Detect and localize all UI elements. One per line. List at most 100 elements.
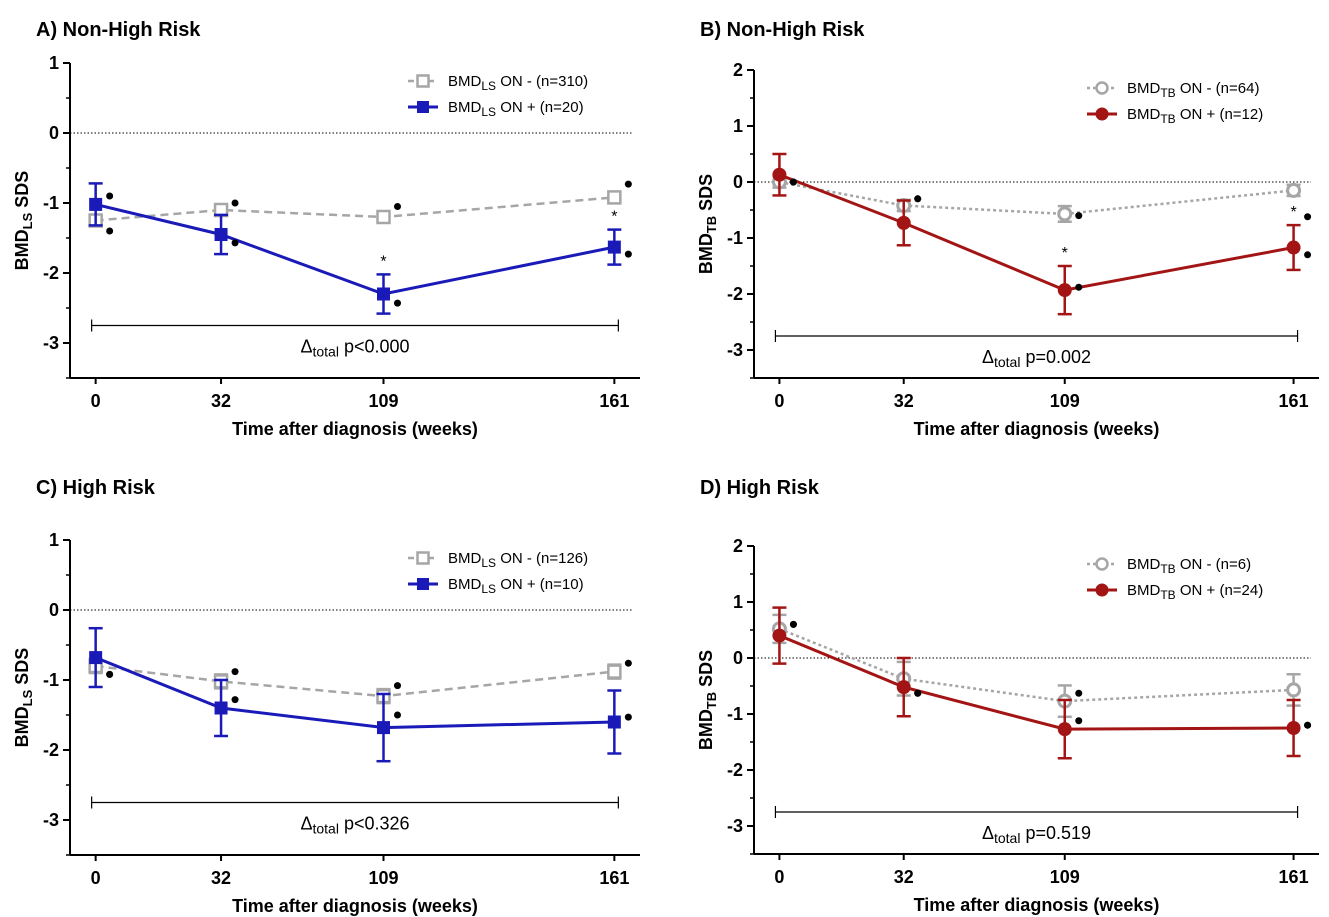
chart-panel-a: A) Non-High Risk 1 0 -1 -2 -3 0 32 109 161 Time af… <box>0 0 664 458</box>
marker-dot <box>106 192 114 200</box>
data-point <box>607 664 622 679</box>
legend-label: BMDTB ON - (n=64) <box>1127 80 1259 100</box>
y-tick-label: -1 <box>43 670 59 690</box>
data-point <box>1057 283 1072 298</box>
y-axis-label: BMDLS SDS <box>12 171 35 271</box>
chart-panel-d: D) High Risk 2 1 0 -1 -2 -3 0 32 109 161 Time after… <box>664 458 1329 917</box>
chart-svg: B) Non-High Risk 2 1 0 -1 -2 -3 0 32 109 161 Time a… <box>696 19 1319 439</box>
data-point <box>772 628 787 643</box>
y-tick-label: -3 <box>727 816 743 836</box>
x-tick-label: 109 <box>368 868 398 888</box>
series-line <box>778 634 1294 731</box>
marker-dot <box>1075 689 1083 697</box>
series-line <box>95 202 615 296</box>
chart-svg: D) High Risk 2 1 0 -1 -2 -3 0 32 109 161 Time after… <box>696 477 1319 915</box>
y-tick-label: -1 <box>43 193 59 213</box>
y-tick-label: -3 <box>43 810 59 830</box>
data-point <box>1057 722 1072 737</box>
x-tick-label: 161 <box>1279 391 1309 411</box>
significance-marker: * <box>611 209 617 226</box>
y-tick-label: -2 <box>727 760 743 780</box>
data-point <box>377 287 390 301</box>
x-tick-label: 32 <box>211 391 231 411</box>
marker-dot <box>789 178 797 186</box>
x-tick-label: 0 <box>774 391 784 411</box>
legend-marker <box>417 101 429 113</box>
legend-marker <box>1095 557 1109 571</box>
legend-label: BMDTB ON + (n=24) <box>1127 582 1263 602</box>
data-point <box>896 215 911 230</box>
marker-dot <box>231 668 239 676</box>
x-tick-label: 32 <box>894 391 914 411</box>
chart-panel-b: B) Non-High Risk 2 1 0 -1 -2 -3 0 32 109 161 Time a… <box>664 0 1329 458</box>
series-line <box>95 196 615 222</box>
marker-dot <box>1075 717 1083 725</box>
x-axis-label: Time after diagnosis (weeks) <box>914 419 1160 439</box>
x-tick-label: 161 <box>599 391 629 411</box>
y-tick-label: -2 <box>727 284 743 304</box>
y-tick-label: -2 <box>43 740 59 760</box>
legend-marker <box>1095 107 1109 121</box>
y-axis-label: BMDTB SDS <box>696 174 719 274</box>
marker-dot <box>624 659 632 667</box>
marker-dot <box>1304 721 1312 729</box>
series-line <box>778 173 1294 292</box>
legend-label: BMDTB ON - (n=6) <box>1127 556 1251 576</box>
legend-marker <box>416 74 430 88</box>
series-line <box>95 664 615 698</box>
marker-dot <box>394 711 401 719</box>
series-line <box>779 180 1294 216</box>
x-tick-label: 32 <box>894 867 914 887</box>
marker-dot <box>1075 283 1083 291</box>
data-point <box>214 701 228 715</box>
y-tick-label: 0 <box>49 600 59 620</box>
significance-marker: * <box>1290 204 1296 221</box>
y-axis-label: BMDLS SDS <box>12 648 35 748</box>
marker-dot <box>789 620 797 628</box>
marker-dot <box>914 689 922 697</box>
marker-dot <box>394 299 401 307</box>
marker-dot <box>1075 212 1083 220</box>
legend-label: BMDLS ON + (n=10) <box>448 576 584 596</box>
y-tick-label: 2 <box>733 536 743 556</box>
significance-marker: * <box>1062 245 1068 262</box>
x-tick-label: 0 <box>91 868 101 888</box>
data-point <box>1286 721 1301 735</box>
y-axis-label: BMDTB SDS <box>696 650 719 750</box>
x-tick-label: 161 <box>599 868 629 888</box>
chart-panel-c: C) High Risk 1 0 -1 -2 -3 0 32 109 161 Time after … <box>0 458 664 917</box>
x-tick-label: 32 <box>211 868 231 888</box>
legend-label: BMDLS ON - (n=126) <box>448 550 588 570</box>
legend-marker <box>417 578 429 590</box>
x-tick-label: 0 <box>774 867 784 887</box>
y-tick-label: 0 <box>733 172 743 192</box>
data-point <box>89 197 103 211</box>
y-tick-label: 2 <box>733 60 743 80</box>
marker-dot <box>624 180 632 188</box>
data-point <box>607 715 621 729</box>
data-point <box>214 228 228 241</box>
delta-total-annotation: Δtotal p<0.326 <box>300 814 409 837</box>
data-point <box>607 190 622 205</box>
legend-label: BMDTB ON + (n=12) <box>1127 106 1263 126</box>
chart-svg: A) Non-High Risk 1 0 -1 -2 -3 0 32 109 161 Time af… <box>12 19 640 439</box>
data-point <box>1286 682 1302 698</box>
legend-label: BMDLS ON - (n=310) <box>448 73 588 93</box>
legend-marker <box>1095 583 1109 597</box>
y-tick-label: 1 <box>49 53 59 73</box>
x-axis-label: Time after diagnosis (weeks) <box>914 895 1160 915</box>
x-tick-label: 161 <box>1279 867 1309 887</box>
x-tick-label: 109 <box>1050 867 1080 887</box>
chart-svg: C) High Risk 1 0 -1 -2 -3 0 32 109 161 Time after … <box>12 477 640 916</box>
x-tick-label: 0 <box>91 391 101 411</box>
data-point <box>607 240 621 254</box>
y-tick-label: 0 <box>49 123 59 143</box>
y-tick-label: -3 <box>727 340 743 360</box>
panel-title: A) Non-High Risk <box>36 19 201 41</box>
delta-total-annotation: Δtotal p=0.002 <box>982 347 1091 370</box>
marker-dot <box>914 195 922 203</box>
data-point <box>772 167 787 182</box>
x-tick-label: 109 <box>1050 391 1080 411</box>
y-tick-label: -1 <box>727 228 743 248</box>
marker-dot <box>231 199 239 207</box>
